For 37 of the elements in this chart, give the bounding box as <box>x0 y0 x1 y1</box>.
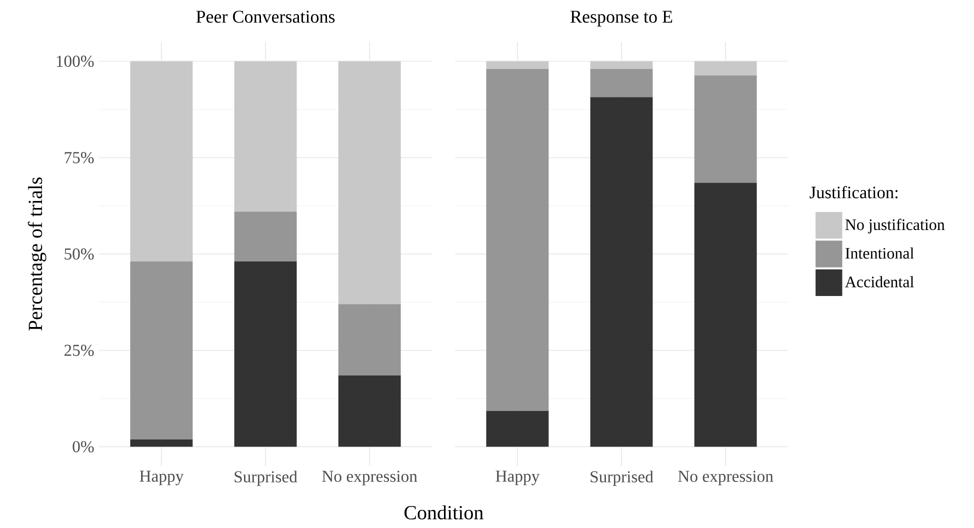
chart-title: Response to E <box>570 10 672 26</box>
bar <box>234 212 297 262</box>
y-tick-label: 100% <box>56 56 94 67</box>
bar <box>694 76 757 183</box>
bar <box>486 68 549 411</box>
bar <box>234 61 297 212</box>
x-tick-label: No expression <box>322 470 418 486</box>
y-tick-label: 50% <box>64 248 94 260</box>
y-tick-label: 75% <box>64 152 94 164</box>
bar <box>130 439 193 447</box>
legend-title: Justification: <box>810 186 898 198</box>
legend-label: No justification <box>845 218 945 234</box>
bar <box>130 61 193 262</box>
bar <box>486 410 549 447</box>
bar <box>338 304 401 376</box>
chart-title: Peer Conversations <box>196 10 335 23</box>
x-tick-label: Happy <box>140 470 184 486</box>
bar <box>590 61 653 69</box>
bar <box>590 97 653 447</box>
bar <box>590 68 653 98</box>
x-tick-label: No expression <box>678 470 774 486</box>
legend-label: Accidental <box>845 276 914 288</box>
bar <box>130 261 193 440</box>
x-tick-label: Surprised <box>234 470 298 486</box>
y-tick-label: 25% <box>64 344 94 356</box>
bar <box>338 375 401 447</box>
y-tick-label: 0% <box>72 441 94 452</box>
x-tick-label: Happy <box>496 470 540 486</box>
bar <box>694 182 757 447</box>
x-axis-title: Condition <box>404 505 484 520</box>
x-tick-label: Surprised <box>590 470 654 486</box>
y-axis-title: Percentage of trials <box>28 178 46 331</box>
bar <box>338 61 401 304</box>
bar <box>486 61 549 69</box>
legend-label: Intentional <box>845 247 914 259</box>
bar <box>234 261 297 447</box>
bar <box>694 61 757 76</box>
